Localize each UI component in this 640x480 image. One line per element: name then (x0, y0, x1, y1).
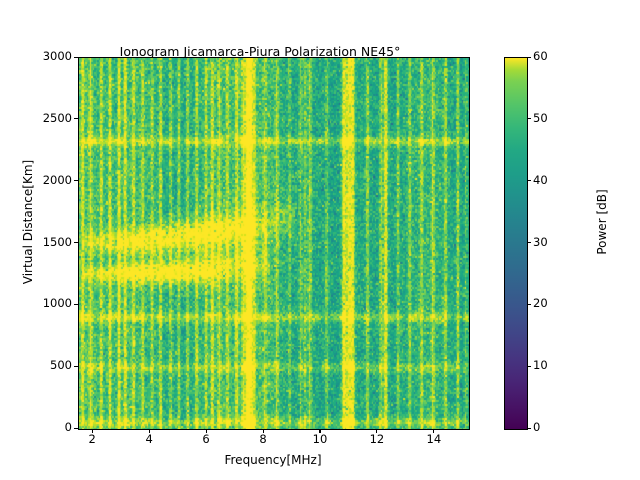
y-tick-label: 1500 (42, 234, 72, 249)
x-axis-label: Frequency[MHz] (224, 453, 322, 467)
colorbar-tick-label: 10 (533, 358, 548, 373)
x-tick-label: 14 (426, 432, 442, 446)
x-tick-mark (91, 429, 93, 433)
y-tick-label: 3000 (42, 49, 72, 63)
x-tick-mark (148, 429, 150, 433)
x-tick-label: 4 (145, 432, 153, 446)
colorbar-tick-mark (527, 118, 531, 120)
colorbar-tick-label: 40 (533, 172, 548, 187)
y-tick-mark (74, 365, 78, 367)
y-tick-mark (74, 180, 78, 182)
colorbar-tick-mark (527, 242, 531, 244)
colorbar-tick-mark (527, 56, 531, 58)
chart-title-line1: Ionogram Jicamarca-Piura Polarization NE… (119, 44, 401, 59)
y-tick-mark (74, 56, 78, 58)
x-tick-label: 12 (369, 432, 385, 446)
x-tick-label: 2 (88, 432, 96, 446)
colorbar-tick-mark (527, 180, 531, 182)
y-tick-label: 2000 (42, 172, 72, 187)
x-tick-mark (262, 429, 264, 433)
y-tick-mark (74, 427, 78, 429)
y-tick-label: 0 (64, 420, 72, 434)
y-tick-mark (74, 118, 78, 120)
colorbar-tick-mark (527, 303, 531, 305)
colorbar-tick-label: 60 (533, 49, 548, 63)
x-tick-mark (319, 429, 321, 433)
colorbar-label: Power [dB] (595, 189, 609, 255)
colorbar-tick-mark (527, 427, 531, 429)
colorbar-tick-label: 0 (533, 420, 541, 434)
colorbar-gradient (505, 58, 527, 429)
colorbar-tick-mark (527, 365, 531, 367)
x-tick-mark (205, 429, 207, 433)
x-tick-label: 8 (259, 432, 267, 446)
y-tick-label: 1000 (42, 296, 72, 311)
x-tick-label: 10 (312, 432, 328, 446)
y-axis-label: Virtual Distance[Km] (21, 159, 35, 285)
x-tick-label: 6 (202, 432, 210, 446)
y-tick-mark (74, 242, 78, 244)
colorbar-tick-label: 20 (533, 296, 548, 311)
y-tick-label: 500 (50, 358, 72, 373)
x-tick-mark (433, 429, 435, 433)
colorbar-tick-label: 50 (533, 110, 548, 125)
y-tick-label: 2500 (42, 110, 72, 125)
colorbar-tick-label: 30 (533, 234, 548, 249)
colorbar (504, 57, 528, 430)
y-tick-mark (74, 303, 78, 305)
ionogram-heatmap (79, 58, 469, 429)
plot-area (78, 57, 470, 430)
x-tick-mark (376, 429, 378, 433)
